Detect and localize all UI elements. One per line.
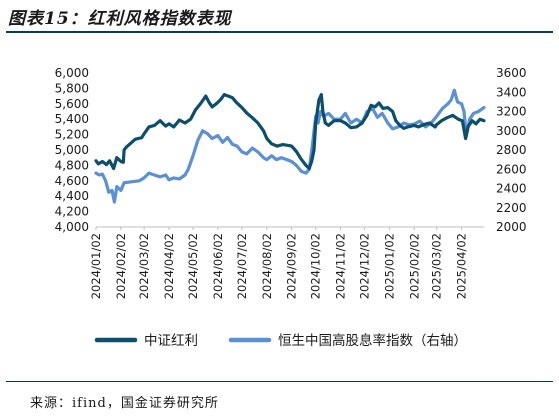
x-tick-label: 2024/08/02	[260, 233, 274, 299]
legend-label-2: 恒生中国高股息率指数（右轴）	[278, 332, 467, 349]
x-tick-label: 2024/02/02	[114, 233, 128, 299]
right-tick-label: 3600	[496, 66, 527, 80]
right-tick-label: 3000	[496, 124, 527, 138]
legend-label-1: 中证红利	[144, 333, 198, 349]
chart-title: 图表15：红利风格指数表现	[8, 9, 232, 29]
right-axis: 2000 2200 2400 2600 2800 3000 3200 3400 3600	[496, 66, 527, 234]
left-tick-label: 5,400	[55, 112, 89, 126]
left-tick-label: 5,000	[55, 143, 89, 157]
x-tick-label: 2025/03/02	[430, 233, 444, 299]
left-tick-label: 4,200	[55, 205, 89, 219]
left-tick-label: 5,200	[55, 128, 89, 142]
series-line-csi-dividend	[94, 93, 486, 171]
x-tick-label: 2024/06/02	[211, 233, 225, 299]
x-tick-label: 2025/04/02	[455, 233, 469, 299]
x-tick-label: 2024/04/02	[162, 233, 176, 299]
x-tick-label: 2024/12/02	[358, 233, 372, 299]
title-divider	[6, 31, 553, 33]
footer-divider	[6, 381, 553, 382]
x-tick-label: 2024/05/02	[186, 233, 200, 299]
series-line-hs-high-dividend	[94, 88, 486, 204]
x-tick-label: 2024/10/02	[309, 233, 323, 299]
right-tick-label: 2400	[496, 182, 527, 196]
right-tick-label: 2600	[496, 162, 527, 176]
right-tick-label: 2800	[496, 143, 527, 157]
right-tick-label: 2200	[496, 201, 527, 215]
legend: 中证红利 恒生中国高股息率指数（右轴）	[94, 332, 467, 349]
x-axis: 2024/01/02 2024/02/02 2024/03/02 2024/04/02…	[89, 226, 484, 299]
x-tick-label: 2024/11/02	[334, 233, 348, 299]
x-tick-label: 2025/02/02	[407, 233, 421, 299]
x-tick-label: 2024/03/02	[137, 233, 151, 299]
right-tick-label: 2000	[496, 220, 527, 234]
plot-area	[94, 88, 486, 204]
left-tick-label: 4,000	[55, 220, 89, 234]
x-tick-label: 2025/01/02	[382, 233, 396, 299]
left-tick-label: 4,400	[55, 189, 89, 203]
right-tick-label: 3400	[496, 85, 527, 99]
source-note: 来源：ifind，国金证券研究所	[30, 396, 219, 411]
x-tick-label: 2024/07/02	[235, 233, 249, 299]
x-tick-label: 2024/01/02	[89, 233, 103, 299]
x-tick-label: 2024/09/02	[285, 233, 299, 299]
left-tick-label: 4,600	[55, 174, 89, 188]
left-tick-label: 5,600	[55, 97, 89, 111]
left-tick-label: 6,000	[55, 66, 89, 80]
left-tick-label: 5,800	[55, 81, 89, 95]
left-tick-label: 4,800	[55, 158, 89, 172]
right-tick-label: 3200	[496, 105, 527, 119]
